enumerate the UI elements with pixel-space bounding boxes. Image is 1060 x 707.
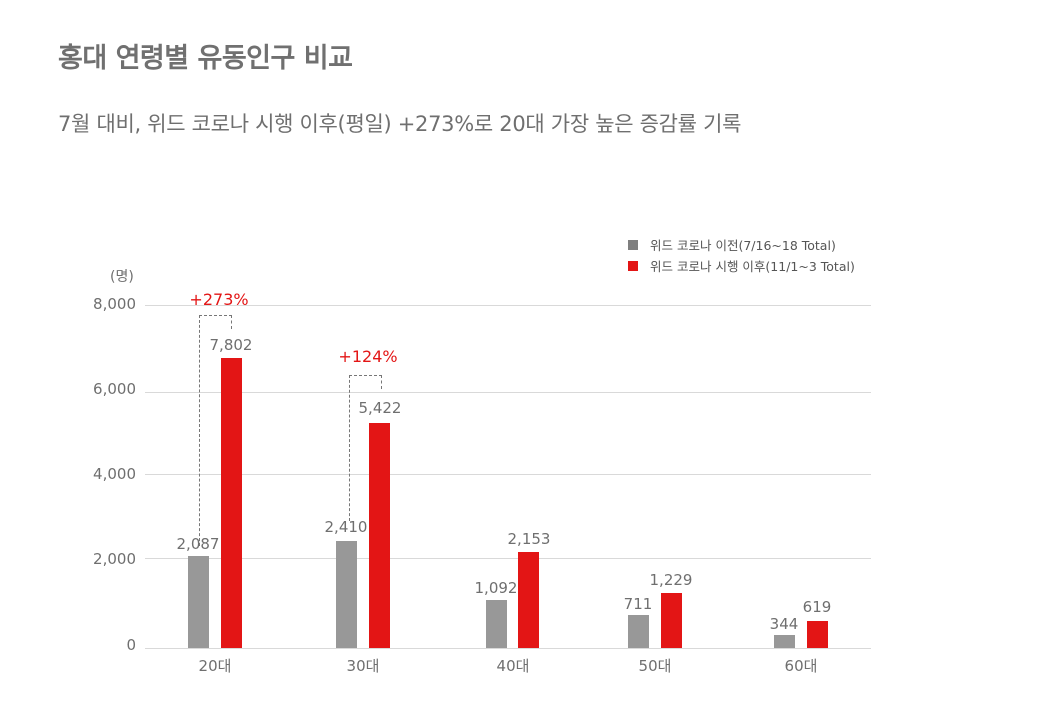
x-tick-label: 50대 bbox=[638, 657, 672, 675]
x-tick-label: 40대 bbox=[496, 657, 530, 675]
gridline bbox=[145, 474, 871, 475]
growth-bracket-tail bbox=[381, 375, 382, 389]
legend: 위드 코로나 이전(7/16~18 Total) 위드 코로나 시행 이후(11… bbox=[628, 234, 855, 276]
growth-annotation: +124% bbox=[338, 347, 398, 366]
growth-bracket-tail bbox=[231, 315, 232, 329]
gridline bbox=[145, 305, 871, 306]
bar-after-40s bbox=[518, 552, 539, 648]
growth-annotation: +273% bbox=[189, 290, 249, 309]
value-label-before: 1,092 bbox=[474, 579, 518, 597]
bar-before-40s bbox=[486, 600, 507, 648]
legend-item-before: 위드 코로나 이전(7/16~18 Total) bbox=[628, 234, 855, 255]
y-tick: 6,000 bbox=[93, 380, 136, 398]
value-label-after: 7,802 bbox=[209, 336, 253, 354]
bar-before-30s bbox=[336, 541, 357, 648]
x-axis-line bbox=[145, 648, 871, 649]
chart-title: 홍대 연령별 유동인구 비교 bbox=[58, 43, 353, 74]
bar-before-60s bbox=[774, 635, 795, 648]
value-label-before: 2,410 bbox=[324, 518, 368, 536]
bar-after-60s bbox=[807, 621, 828, 648]
legend-label: 위드 코로나 이전(7/16~18 Total) bbox=[650, 238, 836, 253]
growth-bracket bbox=[199, 315, 232, 546]
legend-swatch-gray-icon bbox=[628, 239, 638, 250]
value-label-before: 711 bbox=[623, 595, 653, 613]
growth-bracket bbox=[349, 375, 382, 521]
bar-before-20s bbox=[188, 556, 209, 648]
value-label-after: 619 bbox=[802, 598, 832, 616]
chart-subtitle: 7월 대비, 위드 코로나 시행 이후(평일) +273%로 20대 가장 높은… bbox=[58, 112, 742, 136]
x-tick-label: 20대 bbox=[198, 657, 232, 675]
value-label-after: 5,422 bbox=[358, 399, 402, 417]
bar-before-50s bbox=[628, 615, 649, 648]
value-label-before: 2,087 bbox=[176, 535, 220, 553]
bar-after-20s bbox=[221, 358, 242, 648]
x-tick-label: 60대 bbox=[784, 657, 818, 675]
value-label-after: 1,229 bbox=[649, 571, 693, 589]
legend-label: 위드 코로나 시행 이후(11/1~3 Total) bbox=[650, 259, 855, 274]
x-tick-label: 30대 bbox=[346, 657, 380, 675]
gridline bbox=[145, 558, 871, 559]
gridline bbox=[145, 392, 871, 393]
bar-after-30s bbox=[369, 423, 390, 648]
value-label-after: 2,153 bbox=[507, 530, 551, 548]
bar-after-50s bbox=[661, 593, 682, 648]
y-axis-unit: (명) bbox=[110, 269, 134, 285]
y-tick: 4,000 bbox=[93, 465, 136, 483]
legend-swatch-red-icon bbox=[628, 260, 638, 271]
y-tick: 2,000 bbox=[93, 550, 136, 568]
y-tick: 0 bbox=[126, 636, 136, 654]
legend-item-after: 위드 코로나 시행 이후(11/1~3 Total) bbox=[628, 255, 855, 276]
y-tick: 8,000 bbox=[93, 295, 136, 313]
value-label-before: 344 bbox=[769, 615, 799, 633]
